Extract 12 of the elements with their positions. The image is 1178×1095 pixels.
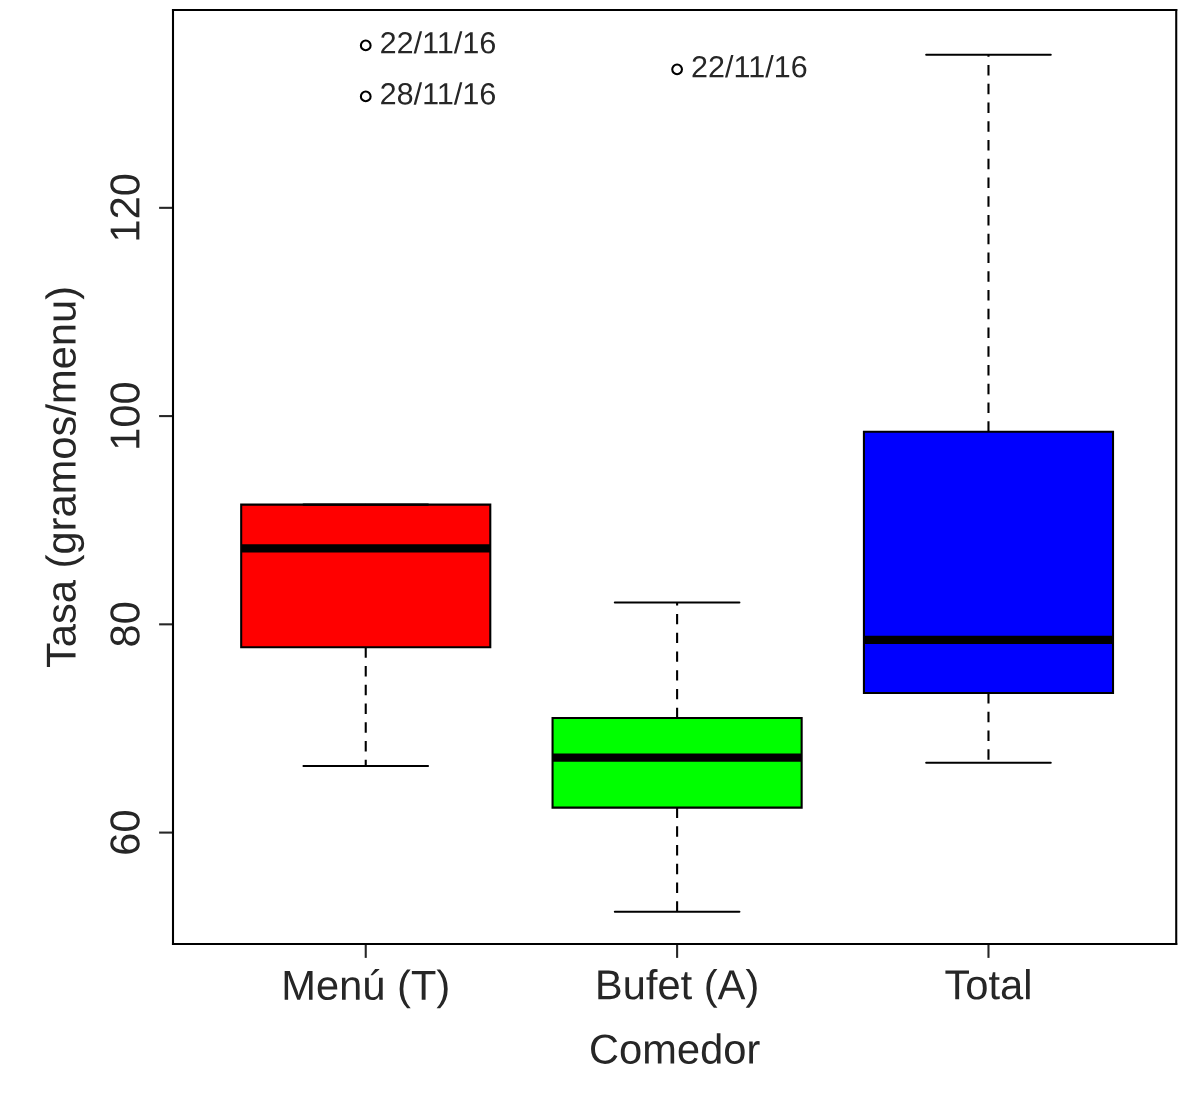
y-tick-label: 60 xyxy=(110,811,140,854)
x-tick-label: Bufet (A) xyxy=(598,969,757,1008)
x-axis-title: Comedor xyxy=(591,1033,760,1064)
y-tick-label: 100 xyxy=(110,382,140,448)
annotation: 28/11/16 xyxy=(381,82,495,105)
annotation: 22/11/16 xyxy=(692,55,807,78)
x-tick-label: Menú (T) xyxy=(284,968,448,1009)
y-tick-label: 80 xyxy=(110,602,140,646)
annotation: 22/11/16 xyxy=(381,31,495,54)
y-axis-title: Tasa (gramos/menu) xyxy=(45,288,85,668)
y-tick-label: 120 xyxy=(110,174,140,240)
x-tick-label: Total xyxy=(945,969,1030,1000)
